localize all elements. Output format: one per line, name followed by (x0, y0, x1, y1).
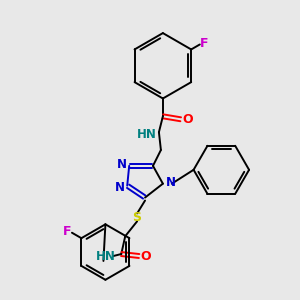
Text: O: O (141, 250, 151, 262)
Text: HN: HN (137, 128, 157, 141)
Text: F: F (63, 225, 71, 238)
Text: F: F (200, 37, 208, 50)
Text: N: N (166, 176, 176, 189)
Text: HN: HN (95, 250, 116, 262)
Text: S: S (133, 211, 142, 224)
Text: N: N (117, 158, 127, 171)
Text: O: O (182, 113, 193, 126)
Text: N: N (115, 181, 125, 194)
